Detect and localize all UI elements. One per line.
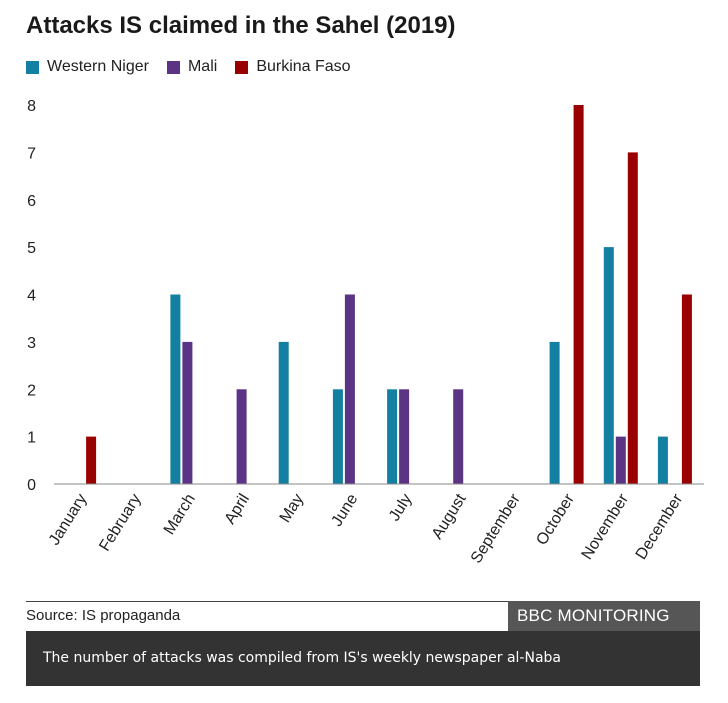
bar-western-niger-march bbox=[170, 294, 181, 484]
bar-chart: 0 1 2 3 4 5 6 7 8 January February March April May Jun… bbox=[27, 98, 704, 567]
legend-swatch-western-niger bbox=[26, 60, 39, 74]
legend-label-burkina-faso: Burkina Faso bbox=[256, 58, 351, 75]
bar-burkina-faso-october bbox=[573, 105, 584, 484]
bar-western-niger-may bbox=[278, 341, 289, 484]
y-tick-label-4: 4 bbox=[27, 288, 36, 305]
y-tick-label-0: 0 bbox=[27, 477, 36, 494]
x-tick-label-august: August bbox=[429, 491, 470, 543]
x-tick-label-july: July bbox=[386, 491, 415, 524]
legend-label-mali: Mali bbox=[187, 58, 218, 75]
bar-mali-august bbox=[453, 389, 464, 485]
legend-item-burkina-faso: Burkina Faso bbox=[235, 58, 351, 76]
legend-label-western-niger: Western Niger bbox=[47, 58, 149, 75]
bar-western-niger-october bbox=[549, 341, 560, 484]
legend-item-mali: Mali bbox=[166, 58, 218, 76]
bar-western-niger-july bbox=[387, 389, 398, 485]
legend-swatch-burkina-faso bbox=[235, 60, 249, 74]
x-tick-label-september: September bbox=[468, 491, 524, 567]
x-tick-label-may: May bbox=[277, 491, 307, 526]
x-tick-label-march: March bbox=[161, 491, 199, 538]
bar-burkina-faso-november bbox=[627, 152, 638, 484]
x-tick-label-january: January bbox=[46, 491, 91, 548]
legend-item-western-niger: Western Niger bbox=[26, 58, 149, 76]
bbc-monitoring-badge: BBC MONITORING bbox=[508, 601, 700, 631]
bar-mali-july bbox=[399, 389, 410, 485]
footer-divider bbox=[26, 601, 700, 602]
x-tick-label-june: June bbox=[329, 491, 362, 530]
bar-western-niger-november bbox=[603, 247, 614, 484]
bar-burkina-faso-january bbox=[86, 436, 97, 484]
chart-title: Attacks IS claimed in the Sahel (2019) bbox=[26, 12, 456, 39]
x-tick-label-december: December bbox=[633, 491, 687, 563]
bar-mali-march bbox=[182, 341, 193, 484]
bar-burkina-faso-december bbox=[681, 294, 692, 484]
x-tick-label-november: November bbox=[579, 491, 633, 563]
chart-legend: Western Niger Mali Burkina Faso bbox=[26, 58, 369, 76]
y-tick-label-8: 8 bbox=[27, 98, 36, 115]
bar-mali-june bbox=[344, 294, 355, 484]
y-tick-label-5: 5 bbox=[27, 240, 36, 257]
y-tick-label-3: 3 bbox=[27, 335, 36, 352]
x-tick-label-february: February bbox=[96, 491, 144, 554]
x-tick-label-october: October bbox=[533, 491, 578, 549]
bar-western-niger-june bbox=[332, 389, 343, 485]
bar-mali-april bbox=[236, 389, 247, 485]
legend-swatch-mali bbox=[166, 60, 180, 74]
x-tick-label-april: April bbox=[222, 491, 253, 527]
y-tick-label-2: 2 bbox=[27, 382, 36, 399]
y-tick-label-7: 7 bbox=[27, 145, 36, 162]
bar-mali-november bbox=[615, 436, 626, 484]
y-tick-label-1: 1 bbox=[27, 430, 36, 447]
image-caption: The number of attacks was compiled from … bbox=[26, 631, 700, 686]
source-note: Source: IS propaganda bbox=[26, 607, 181, 624]
bar-western-niger-december bbox=[657, 436, 668, 484]
y-tick-label-6: 6 bbox=[27, 193, 36, 210]
